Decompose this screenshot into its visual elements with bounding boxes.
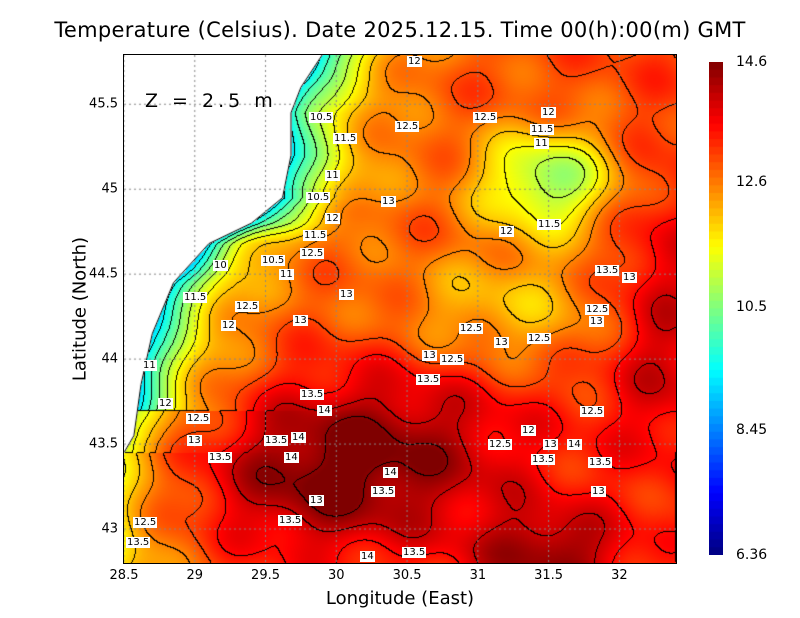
contour-label: 12.5 [440,354,465,365]
contour-label: 13 [293,315,308,326]
y-tick-label: 45 [101,181,118,197]
contour-label: 11 [325,170,340,181]
contour-label: 11 [279,269,294,280]
contour-label: 13 [422,350,437,361]
chart-title: Temperature (Celsius). Date 2025.12.15. … [54,18,746,42]
contour-label: 12 [407,56,422,67]
contour-label: 11 [534,138,549,149]
contour-label: 13.5 [264,435,289,446]
contour-label: 12 [541,107,556,118]
contour-label: 10.5 [306,192,331,203]
contour-label: 13.5 [588,457,613,468]
y-tick-label: 45.5 [89,96,118,112]
contour-label: 13 [622,272,637,283]
colorbar-tick-label: 8.45 [736,421,768,438]
x-tick-label: 31.5 [534,568,564,583]
y-tick-label: 43.5 [89,436,118,452]
contour-label: 14 [360,551,375,562]
y-tick-label: 43 [101,521,118,537]
contour-label: 13.5 [126,537,151,548]
x-tick-label: 29.5 [251,568,281,583]
contour-label: 12.5 [235,301,260,312]
contour-label: 13.5 [278,515,303,526]
contour-label: 13 [187,435,202,446]
contour-label: 13.5 [371,486,396,497]
y-axis-label: Latitude (North) [69,236,91,382]
contour-label: 13.5 [208,452,233,463]
contour-label: 11.5 [537,219,562,230]
contour-label: 14 [383,467,398,478]
x-axis-label: Longitude (East) [325,588,475,609]
contour-label: 13.5 [416,374,441,385]
contour-label: 14 [291,432,306,443]
contour-label: 12.5 [580,406,605,417]
y-tick-label: 44 [101,351,118,367]
contour-label: 12.5 [473,112,498,123]
contour-label: 12 [499,226,514,237]
contour-label: 13.5 [595,265,620,276]
contour-label: 11.5 [183,292,208,303]
contour-label: 11.5 [303,230,328,241]
x-tick-label: 32 [611,568,628,583]
contour-label: 11.5 [333,133,358,144]
contour-label: 12.5 [133,517,158,528]
colorbar-tick-label: 6.36 [736,547,768,563]
contour-label: 12 [221,320,236,331]
temperature-heatmap [124,55,676,563]
y-tick-label: 44.5 [89,266,118,282]
contour-label: 12 [521,425,536,436]
contour-label: 12.5 [459,323,484,334]
contour-label: 12.5 [395,121,420,132]
x-tick-label: 29 [186,568,204,583]
contour-label: 10 [213,260,228,271]
depth-annotation: Z = 2.5 m [145,90,277,112]
contour-label: 10.5 [261,255,286,266]
x-tick-label: 30.5 [392,568,422,583]
contour-label: 12.5 [186,413,211,424]
contour-label: 11 [142,360,157,371]
contour-label: 12.5 [527,333,552,344]
contour-label: 12 [158,398,173,409]
contour-label: 12.5 [585,304,610,315]
contour-label: 14 [284,452,299,463]
contour-label: 13 [309,495,324,506]
contour-label: 12.5 [300,248,325,259]
contour-label: 14 [567,439,582,450]
contour-label: 13 [381,196,396,207]
colorbar [709,62,723,555]
contour-label: 11.5 [530,124,555,135]
contour-label: 12 [325,213,340,224]
colorbar-tick-label: 14.6 [736,54,768,70]
contour-label: 13 [543,439,558,450]
x-tick-label: 30 [328,568,345,583]
x-tick-label: 28.5 [109,568,139,583]
colorbar-tick-label: 10.5 [736,299,768,316]
contour-label: 13 [494,337,509,348]
contour-label: 13 [339,289,354,300]
contour-label: 13 [591,486,606,497]
colorbar-tick-label: 12.6 [736,173,768,190]
x-tick-label: 31 [469,568,487,583]
contour-label: 13.5 [531,454,556,465]
contour-label: 14 [317,405,332,416]
contour-label: 13.5 [300,389,325,400]
contour-label: 12.5 [488,439,513,450]
contour-label: 10.5 [309,112,334,123]
contour-label: 13 [589,316,604,327]
contour-label: 13.5 [402,547,427,558]
